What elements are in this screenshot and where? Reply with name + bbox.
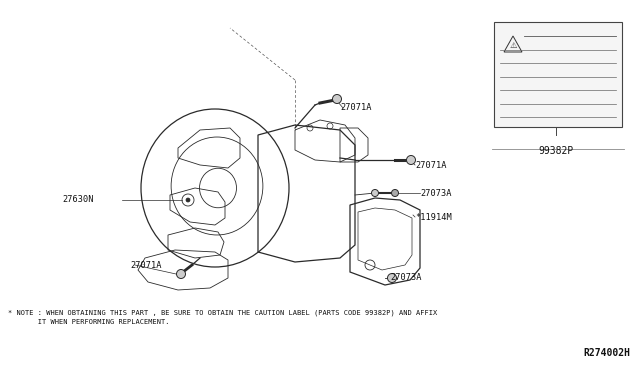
- Text: * NOTE : WHEN OBTAINING THIS PART , BE SURE TO OBTAIN THE CAUTION LABEL (PARTS C: * NOTE : WHEN OBTAINING THIS PART , BE S…: [8, 310, 437, 325]
- Ellipse shape: [371, 189, 378, 196]
- Text: 27071A: 27071A: [415, 160, 447, 170]
- Bar: [494, 22, 622, 127]
- Text: 99382P: 99382P: [538, 146, 573, 156]
- Ellipse shape: [177, 269, 186, 279]
- Text: 27071A: 27071A: [130, 260, 161, 269]
- Text: 27073A: 27073A: [420, 189, 451, 198]
- Ellipse shape: [392, 189, 399, 196]
- Text: 27073A: 27073A: [390, 273, 422, 282]
- Ellipse shape: [333, 94, 342, 103]
- Ellipse shape: [406, 155, 415, 164]
- Text: ⚠: ⚠: [509, 41, 516, 49]
- Text: 27071A: 27071A: [340, 103, 371, 112]
- Ellipse shape: [186, 198, 190, 202]
- Ellipse shape: [387, 273, 397, 282]
- Text: 27630N: 27630N: [62, 196, 93, 205]
- Text: *11914M: *11914M: [415, 212, 452, 221]
- Text: R274002H: R274002H: [583, 348, 630, 358]
